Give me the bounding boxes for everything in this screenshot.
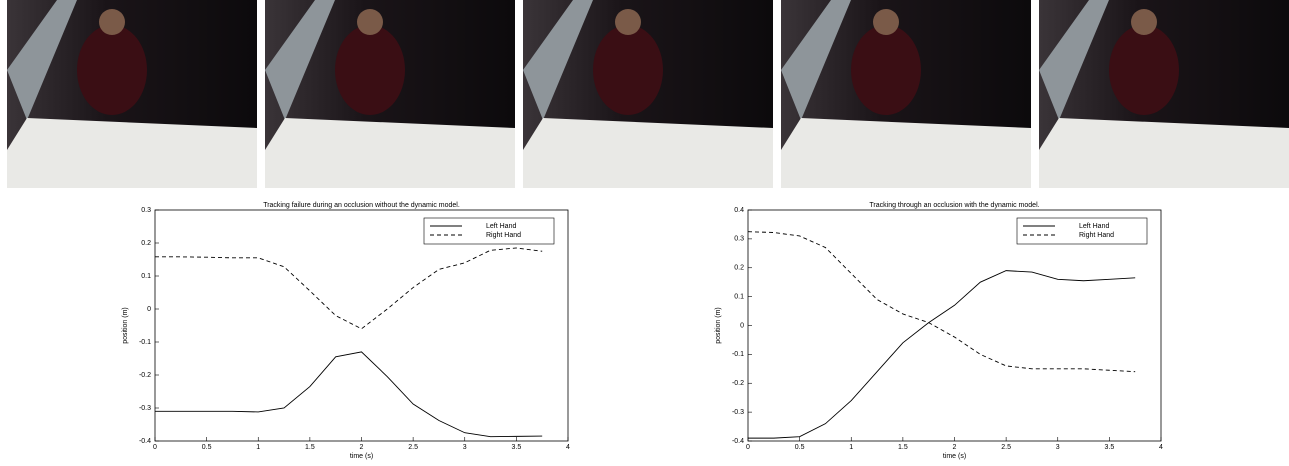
legend-label: Right Hand: [486, 232, 521, 239]
y-tick-label: 0.3: [141, 207, 151, 214]
photo: [7, 0, 257, 188]
x-tick-label: 3.5: [512, 444, 522, 451]
y-tick-label: 0.1: [141, 273, 151, 280]
y-tick-label: -0.4: [732, 438, 744, 445]
y-tick-label: -0.2: [732, 380, 744, 387]
x-tick-label: 3: [463, 444, 467, 451]
x-tick-label: 3: [1056, 444, 1060, 451]
x-tick-label: 0.5: [202, 444, 212, 451]
x-tick-label: 2: [360, 444, 364, 451]
line-series: [155, 351, 543, 438]
photo: [523, 0, 773, 188]
x-tick-label: 0.5: [795, 444, 805, 451]
x-tick-label: 3.5: [1105, 444, 1115, 451]
line-series: [155, 247, 543, 330]
x-tick-label: 1: [849, 444, 853, 451]
line-series: [748, 270, 1136, 439]
legend-label: Right Hand: [1079, 232, 1114, 239]
legend-label: Left Hand: [1079, 223, 1109, 230]
y-tick-label: 0: [740, 322, 744, 329]
legend-label: Left Hand: [486, 223, 516, 230]
chart-title: Tracking failure during an occlusion wit…: [263, 202, 460, 209]
x-tick-label: 4: [1159, 444, 1163, 451]
legend-box: [423, 217, 555, 245]
x-tick-label: 1: [256, 444, 260, 451]
y-tick-label: -0.1: [139, 339, 151, 346]
x-tick-label: 1.5: [898, 444, 908, 451]
y-tick-label: 0: [147, 306, 151, 313]
y-tick-label: -0.2: [139, 372, 151, 379]
photo: [1039, 0, 1289, 188]
x-tick-label: 0: [746, 444, 750, 451]
x-axis-label: time (s): [943, 453, 966, 460]
plot-area: [154, 209, 569, 442]
y-tick-label: 0.4: [734, 207, 744, 214]
x-tick-label: 4: [566, 444, 570, 451]
x-tick-label: 2.5: [408, 444, 418, 451]
photo-strip: [7, 0, 1289, 188]
y-tick-label: -0.4: [139, 438, 151, 445]
photo: [781, 0, 1031, 188]
y-tick-label: -0.3: [139, 405, 151, 412]
x-axis-label: time (s): [350, 453, 373, 460]
y-tick-label: 0.1: [734, 293, 744, 300]
line-series: [747, 231, 1136, 373]
y-axis-label: position (m): [122, 307, 129, 344]
plot-area: [747, 209, 1162, 442]
y-tick-label: 0.2: [141, 240, 151, 247]
y-tick-label: -0.3: [732, 409, 744, 416]
x-tick-label: 2: [953, 444, 957, 451]
x-tick-label: 2.5: [1001, 444, 1011, 451]
photo: [265, 0, 515, 188]
x-tick-label: 0: [153, 444, 157, 451]
y-axis-label: position (m): [715, 307, 722, 344]
y-tick-label: 0.3: [734, 236, 744, 243]
legend-box: [1016, 217, 1148, 245]
chart-title: Tracking through an occlusion with the d…: [869, 202, 1039, 209]
y-tick-label: 0.2: [734, 265, 744, 272]
x-tick-label: 1.5: [305, 444, 315, 451]
y-tick-label: -0.1: [732, 351, 744, 358]
